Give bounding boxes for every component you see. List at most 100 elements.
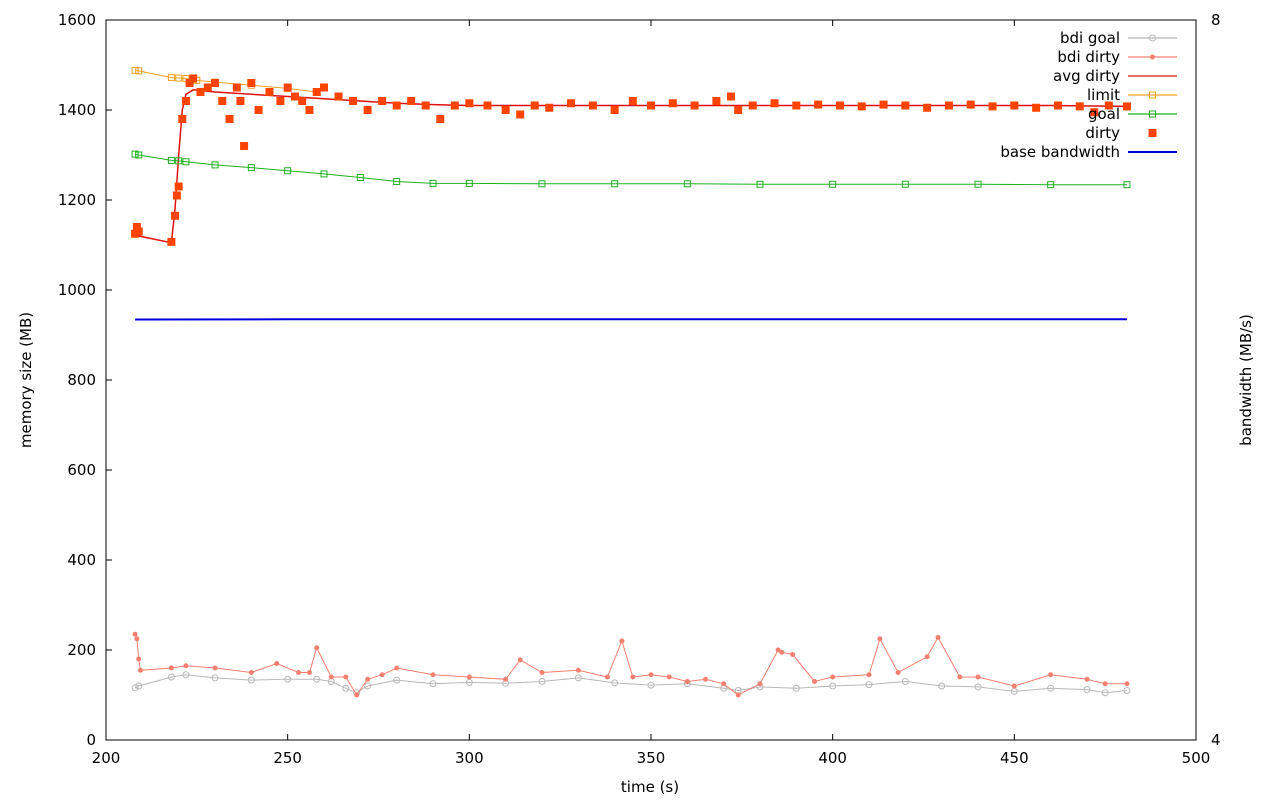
data-point [966, 100, 975, 109]
data-point [1101, 689, 1109, 697]
data-point [901, 180, 909, 188]
data-point [212, 665, 218, 671]
data-point [134, 227, 143, 236]
y-tick-label: 600 [67, 461, 96, 479]
data-point [167, 673, 175, 681]
data-point [545, 103, 554, 112]
data-point [1047, 181, 1055, 189]
data-point [363, 106, 372, 114]
data-point [938, 682, 946, 690]
data-point [211, 674, 219, 682]
plot-frame [105, 19, 1197, 741]
legend-sample-marker [1149, 34, 1156, 42]
plot-series-area [131, 66, 1131, 698]
data-point [320, 83, 328, 92]
data-point [175, 74, 183, 82]
data-point [466, 674, 472, 680]
data-point [1123, 181, 1131, 189]
data-point [944, 101, 953, 110]
data-point [356, 174, 364, 181]
data-point [879, 100, 888, 109]
data-point [503, 676, 509, 682]
data-point [175, 157, 183, 165]
data-point [935, 634, 941, 640]
data-point [748, 101, 757, 110]
data-point [1075, 102, 1084, 111]
data-point [538, 180, 546, 188]
data-point [865, 681, 873, 689]
data-point [1047, 684, 1055, 692]
data-point [1122, 102, 1131, 111]
data-point [365, 676, 371, 682]
data-point [1102, 681, 1108, 687]
y-tick-label: 1200 [58, 191, 96, 209]
data-point [135, 151, 143, 159]
data-point [1104, 101, 1113, 110]
data-point [203, 83, 212, 92]
data-point [611, 679, 619, 687]
data-point [835, 101, 844, 110]
data-point [183, 663, 189, 669]
data-point [247, 164, 255, 172]
data-point [775, 647, 781, 653]
data-point [232, 83, 241, 92]
data-point [866, 672, 872, 678]
data-point [284, 167, 292, 175]
data-point [182, 158, 190, 166]
data-point [283, 83, 292, 92]
legend-item: base bandwidth [1000, 143, 1177, 161]
data-point [421, 101, 430, 110]
data-point [812, 679, 817, 684]
data-point [684, 679, 690, 684]
data-point [974, 683, 982, 691]
data-point [516, 110, 525, 119]
legend-item: bdi dirty [1057, 48, 1177, 66]
y-tick-label: 1000 [58, 281, 96, 299]
data-point [770, 99, 779, 108]
legend-label: base bandwidth [1000, 143, 1120, 161]
data-point [779, 649, 785, 655]
data-point [924, 654, 930, 660]
data-point [792, 101, 801, 110]
data-point [429, 179, 437, 187]
y2-axis-label: bandwidth (MB/s) [1237, 314, 1255, 446]
legend-label: bdi dirty [1057, 48, 1120, 66]
data-point [483, 101, 492, 110]
series-line [134, 634, 1127, 696]
series-avg-dirty [134, 89, 1128, 244]
data-point [131, 684, 139, 692]
data-point [343, 674, 349, 680]
data-point [334, 92, 343, 101]
data-point [274, 661, 280, 666]
data-point [265, 88, 274, 96]
data-point [1048, 672, 1054, 678]
data-point [394, 665, 400, 671]
data-point [240, 142, 249, 150]
data-point [430, 672, 436, 678]
data-point [530, 101, 539, 110]
series-line [134, 89, 1128, 244]
data-point [666, 674, 672, 680]
data-point [135, 682, 143, 690]
data-point [305, 106, 314, 114]
data-point [901, 101, 910, 110]
data-point [703, 676, 708, 682]
data-point [975, 674, 981, 680]
data-point [284, 675, 292, 683]
data-point [619, 638, 625, 644]
data-point [378, 97, 387, 105]
data-point [539, 670, 545, 675]
data-point [604, 674, 610, 680]
series-dirty [131, 74, 1131, 246]
data-point [957, 674, 963, 680]
legend-label: goal [1088, 105, 1120, 123]
data-point [757, 681, 763, 687]
x-tick-label: 300 [455, 749, 484, 767]
x-tick-label: 400 [818, 749, 847, 767]
legend-item: dirty [1085, 124, 1157, 142]
data-point [131, 66, 139, 74]
data-point [734, 106, 743, 114]
data-point [379, 672, 385, 678]
data-point [683, 180, 691, 188]
